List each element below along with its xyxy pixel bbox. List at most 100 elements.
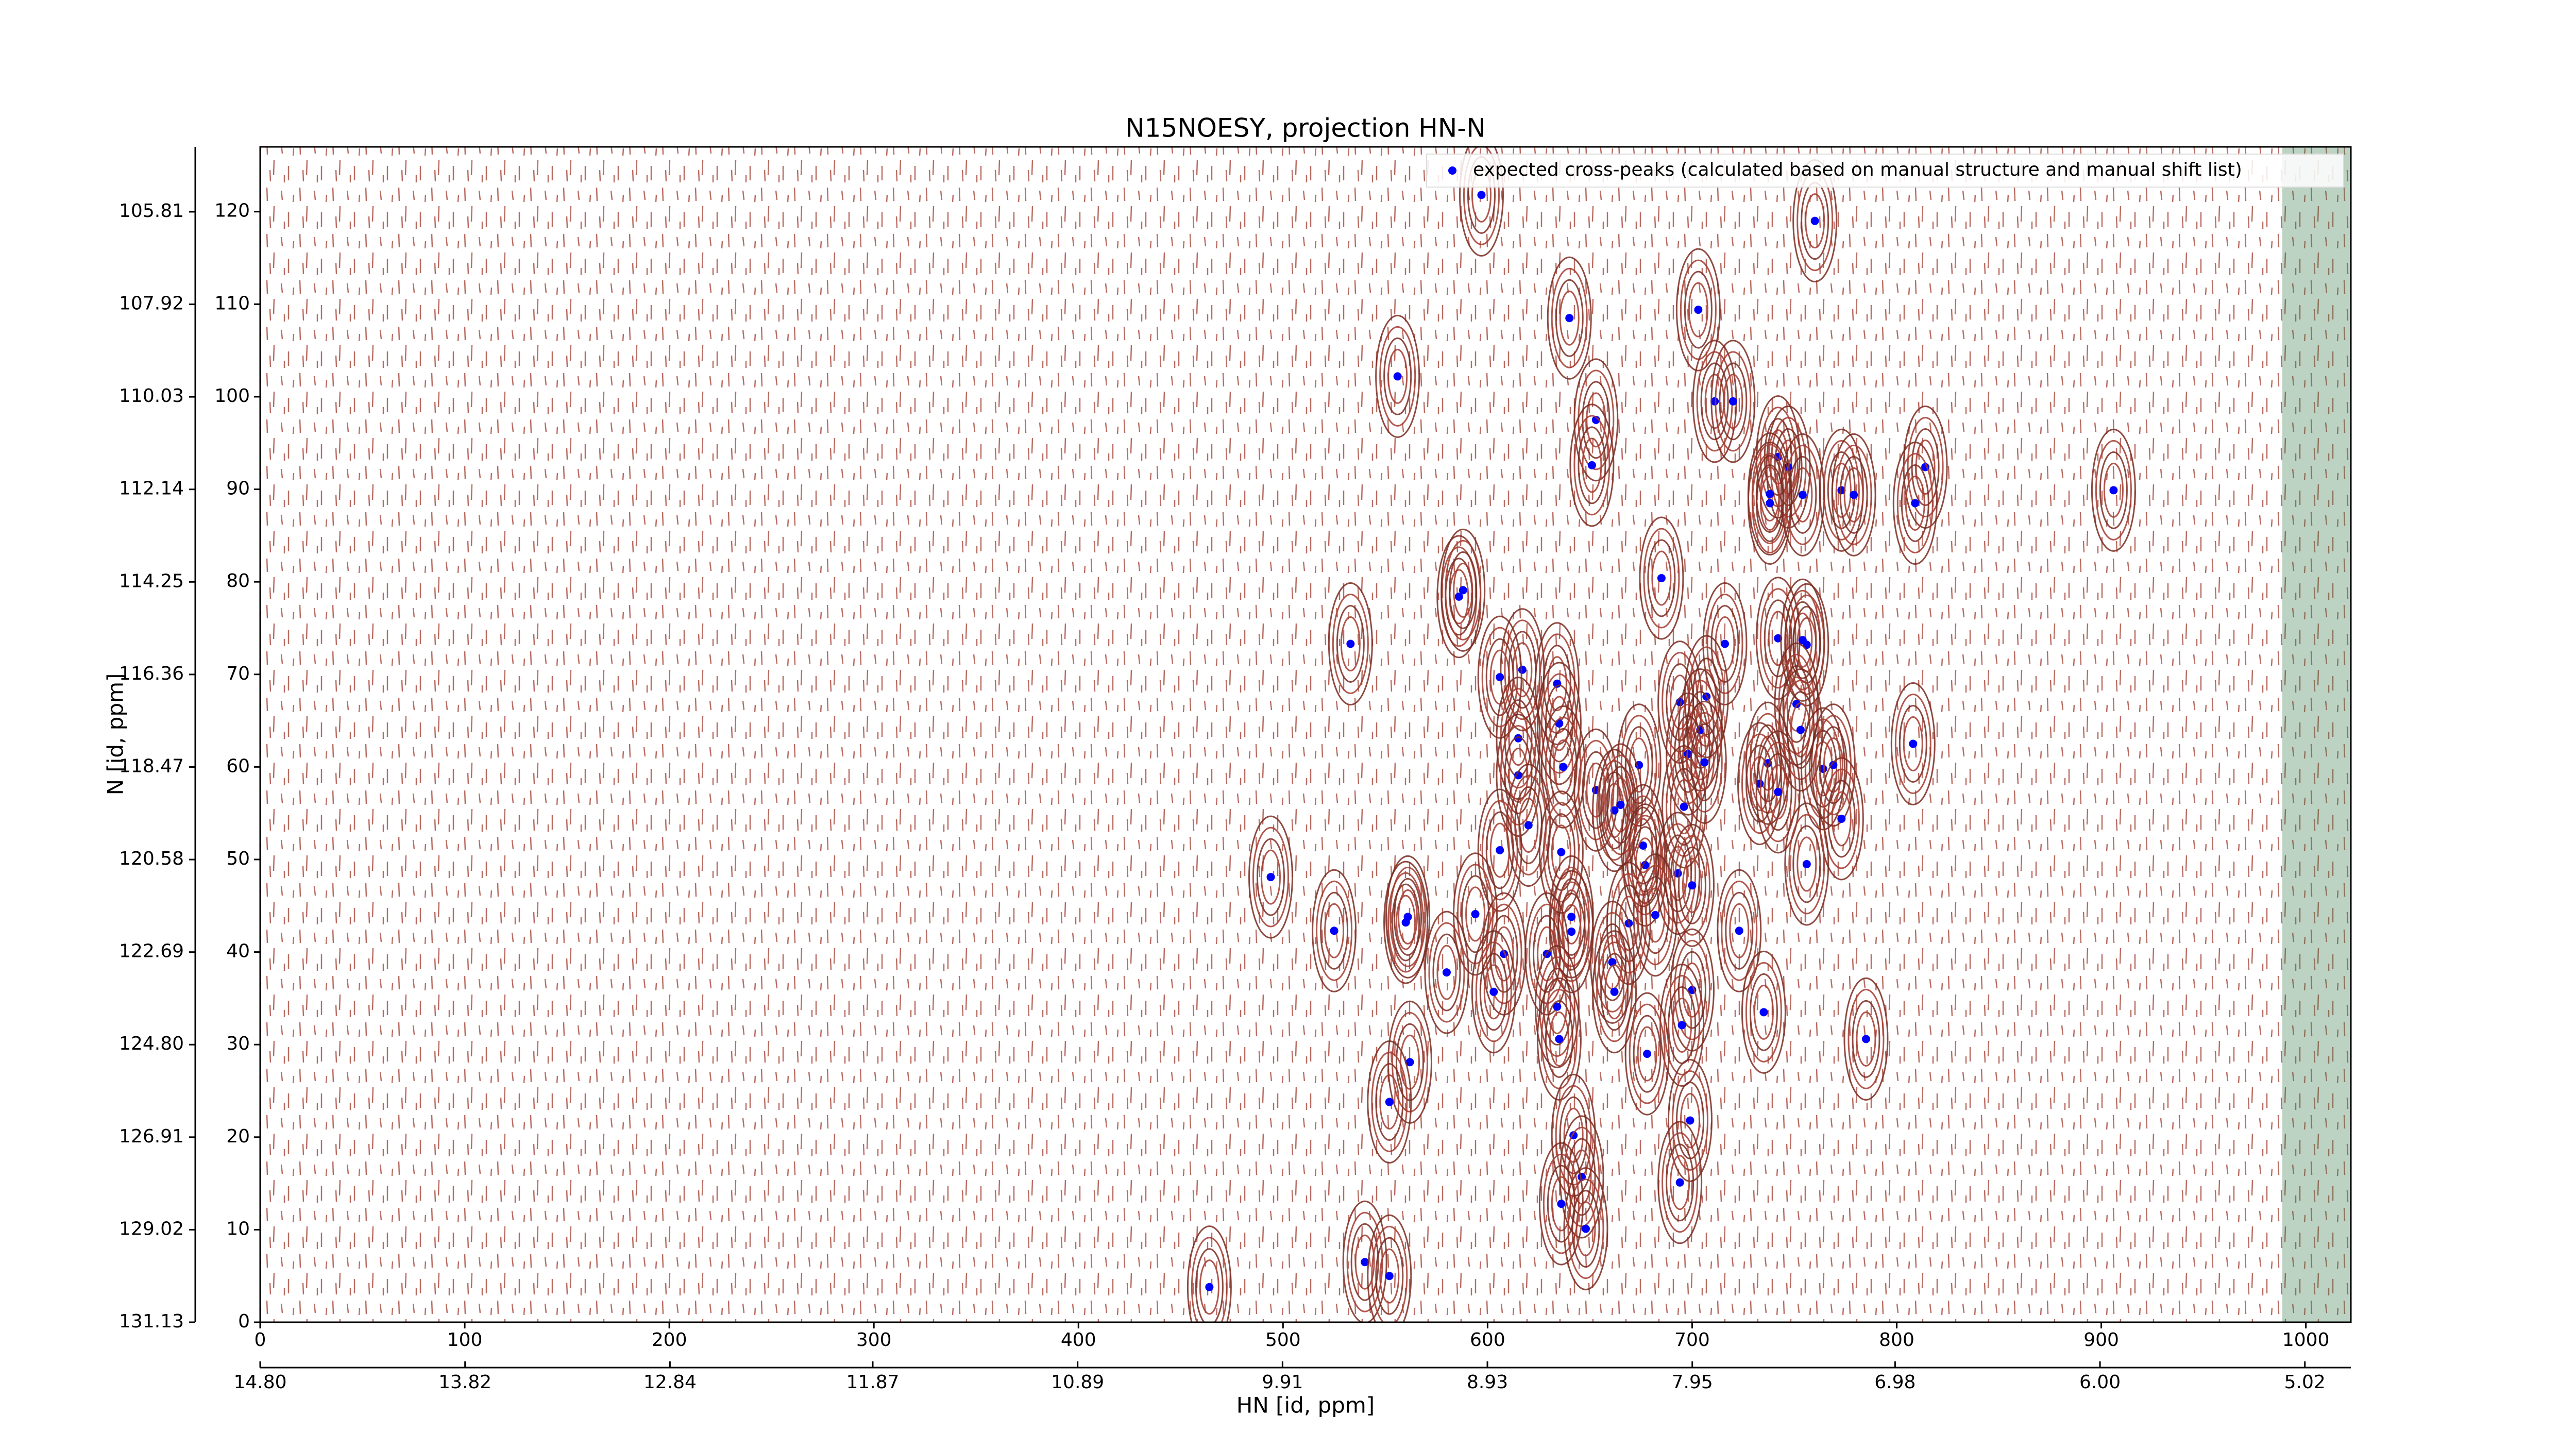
peak-contour — [1823, 737, 1843, 793]
peak-contour — [1371, 1052, 1408, 1153]
peak-contour — [1606, 766, 1635, 844]
peak-contour — [1569, 403, 1615, 527]
peak-contour — [1561, 889, 1582, 945]
peak-contour — [1669, 823, 1715, 947]
peak-contour — [1461, 875, 1490, 953]
peak-contour — [1892, 441, 1938, 565]
cross-peak — [1489, 987, 1498, 996]
peak-contour — [1553, 739, 1573, 795]
peak-contour — [2091, 428, 2136, 552]
peak-contour — [1662, 1132, 1699, 1233]
peak-contour — [1624, 992, 1670, 1116]
peak-contour — [1788, 594, 1825, 695]
cross-peak — [1819, 764, 1827, 773]
peak-contour — [1534, 622, 1580, 746]
peak-contour — [1668, 846, 1688, 901]
cross-peak — [1581, 1224, 1590, 1233]
y2-tick-label: 110.03 — [119, 385, 184, 407]
peak-contour — [1436, 945, 1457, 1000]
peak-contour — [1187, 1225, 1232, 1322]
peak-contour — [1596, 941, 1633, 1042]
cross-peak — [1700, 758, 1709, 767]
peak-contour — [1260, 849, 1281, 905]
peak-contour — [1586, 762, 1606, 818]
cross-peak — [1385, 1098, 1394, 1106]
cross-peak — [1385, 1272, 1394, 1280]
peak-contour — [1248, 815, 1293, 939]
peak-contour — [1342, 1200, 1387, 1322]
cross-peak — [1639, 841, 1648, 850]
peak-contour — [1392, 883, 1420, 962]
peak-contour — [1710, 340, 1756, 463]
peak-contour — [1578, 369, 1615, 470]
cross-peak — [1688, 881, 1697, 890]
peak-contour — [1894, 693, 1931, 794]
peak-contour — [1715, 616, 1735, 671]
peak-contour — [1717, 869, 1762, 992]
x2-tick-label: 13.82 — [438, 1372, 492, 1393]
peak-contour — [1506, 764, 1551, 887]
peak-contour — [1848, 988, 1885, 1089]
peak-contour — [1624, 726, 1653, 804]
plot-area — [1187, 147, 2136, 1322]
peak-contour — [1647, 539, 1676, 617]
x-tick-label: 1000 — [2282, 1329, 2330, 1351]
edge-contours — [2282, 147, 2351, 1322]
peak-contour — [1396, 895, 1416, 950]
peak-contour — [1367, 1214, 1412, 1322]
cross-peak — [1477, 191, 1486, 199]
peak-contour — [1582, 381, 1611, 459]
cross-peak — [1837, 814, 1846, 823]
peak-contour — [1578, 426, 1606, 504]
cross-peak — [1684, 750, 1692, 759]
peak-contour — [1915, 439, 1936, 495]
peak-contour — [1723, 374, 1743, 429]
peak-contour — [2103, 462, 2124, 518]
peak-contour — [1831, 791, 1852, 847]
y2-tick-label: 114.25 — [119, 570, 184, 592]
y-axis-label: N [id, ppm] — [103, 673, 128, 796]
peak-contour — [1784, 583, 1829, 706]
peak-contour — [1673, 939, 1710, 1040]
cross-peak — [1496, 673, 1504, 682]
peak-contour — [1764, 599, 1792, 678]
peak-contour — [1551, 267, 1588, 368]
peak-contour — [1684, 271, 1713, 349]
peak-contour — [1336, 604, 1365, 683]
peak-contour — [1479, 953, 1508, 1031]
x-tick-label: 600 — [1470, 1329, 1505, 1351]
cross-peak — [1720, 639, 1729, 648]
peak-contour — [1350, 1223, 1379, 1301]
peak-contour — [1751, 452, 1788, 553]
peak-contour — [1702, 582, 1748, 705]
peak-contour — [1432, 933, 1461, 1012]
peak-contour — [1666, 1143, 1694, 1222]
cross-peak — [1567, 913, 1576, 921]
peak-contour — [1823, 440, 1860, 541]
peak-contour — [1316, 880, 1353, 981]
y-tick-label: 120 — [214, 200, 250, 222]
peak-contour — [1788, 456, 1817, 534]
cross-peak — [1810, 216, 1819, 225]
peak-contour — [1633, 853, 1678, 977]
x2-tick-label: 8.93 — [1467, 1372, 1508, 1393]
peak-contour — [1890, 682, 1936, 805]
peak-contour — [1582, 437, 1602, 493]
peak-contour — [1805, 193, 1825, 249]
peak-contour — [1549, 1011, 1569, 1067]
peak-contour — [1440, 528, 1486, 652]
peak-contour — [1629, 1003, 1666, 1104]
peak-contour — [1907, 416, 1944, 517]
cross-peak — [1496, 846, 1504, 855]
peak-contour — [1905, 475, 1925, 531]
peak-contour — [1538, 956, 1575, 1057]
peak-contour — [1901, 464, 1929, 542]
peak-contour — [1843, 467, 1864, 523]
y2-tick-label: 120.58 — [119, 848, 184, 869]
peak-contour — [1475, 941, 1512, 1042]
peak-contour — [1392, 1012, 1429, 1113]
peak-contour — [1383, 337, 1412, 415]
peak-contour — [1721, 880, 1758, 981]
peak-contour — [1792, 825, 1821, 903]
x-axis-label: HN [id, ppm] — [1236, 1393, 1375, 1418]
